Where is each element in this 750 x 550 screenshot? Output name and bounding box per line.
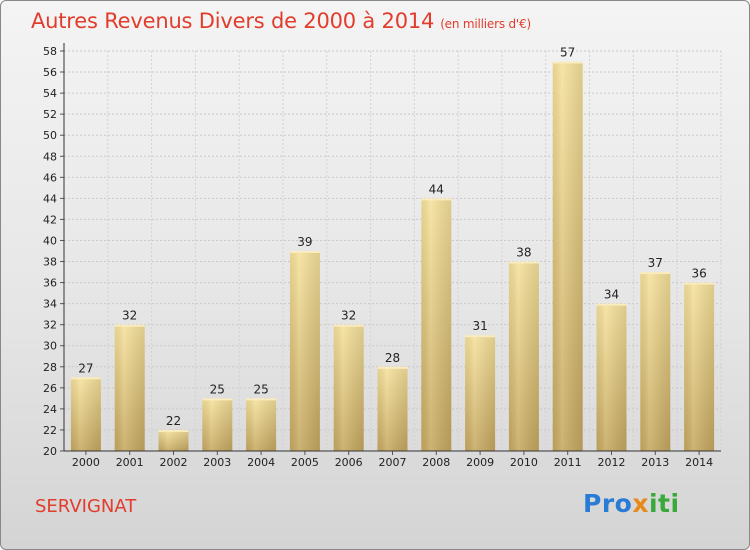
data-label: 22 xyxy=(166,414,181,428)
axes: 20 22 24 26 28 30 32 34 36 38 40 42 44 46 48 50 52 54 56 58… xyxy=(43,43,721,469)
data-label: 32 xyxy=(122,309,137,323)
x-tick-label: 2014 xyxy=(685,456,713,469)
data-label: 34 xyxy=(604,288,619,302)
bar-shade xyxy=(158,429,189,451)
bar-shade xyxy=(289,251,320,451)
data-label: 38 xyxy=(516,246,531,260)
data-label: 25 xyxy=(210,382,225,396)
x-tick-label: 2010 xyxy=(510,456,538,469)
bar-shade xyxy=(596,303,627,451)
y-tick-label: 34 xyxy=(43,298,57,311)
data-label: 25 xyxy=(253,382,268,396)
y-tick-label: 20 xyxy=(43,445,57,458)
x-tick-label: 2013 xyxy=(641,456,669,469)
y-tick-label: 50 xyxy=(43,129,57,142)
bar-top xyxy=(508,261,539,264)
x-tick-label: 2004 xyxy=(247,456,275,469)
y-tick-label: 32 xyxy=(43,319,57,332)
bar-shade xyxy=(552,61,583,452)
x-tick-label: 2007 xyxy=(379,456,407,469)
x-tick-label: 2000 xyxy=(72,456,100,469)
y-tick-label: 56 xyxy=(43,66,57,79)
data-label: 39 xyxy=(297,235,312,249)
x-tick-label: 2011 xyxy=(554,456,582,469)
data-label: 27 xyxy=(78,361,93,375)
y-tick-label: 44 xyxy=(43,192,57,205)
place-name: SERVIGNAT xyxy=(35,496,137,517)
bar-shade xyxy=(465,335,496,451)
y-tick-label: 26 xyxy=(43,382,57,395)
chart-title-text: Autres Revenus Divers de 2000 à 2014 xyxy=(31,9,435,33)
y-tick-label: 22 xyxy=(43,424,57,437)
data-label: 31 xyxy=(472,319,487,333)
bar-shade xyxy=(333,324,364,451)
bar-shade xyxy=(684,282,715,451)
data-label: 44 xyxy=(429,182,444,196)
x-tick-label: 2008 xyxy=(422,456,450,469)
x-tick-label: 2009 xyxy=(466,456,494,469)
data-label: 32 xyxy=(341,309,356,323)
y-tick-label: 36 xyxy=(43,277,57,290)
bar-top xyxy=(246,398,277,401)
y-tick-label: 30 xyxy=(43,340,57,353)
proxiti-logo[interactable]: Proxiti xyxy=(583,489,680,518)
bar-top xyxy=(684,282,715,285)
bar-shade xyxy=(377,366,408,451)
x-tick-label: 2003 xyxy=(203,456,231,469)
bars: 27 32 22 25 25 39 32 28 44 31 38 57 34 37 36 xyxy=(70,46,715,452)
y-tick-label: 58 xyxy=(43,45,57,58)
bar-top xyxy=(552,61,583,64)
bar-top xyxy=(640,272,671,275)
bar-shade xyxy=(114,324,145,451)
bar-top xyxy=(158,429,189,432)
data-label: 28 xyxy=(385,351,400,365)
bar-top xyxy=(421,198,452,201)
x-tick-label: 2001 xyxy=(116,456,144,469)
y-tick-label: 54 xyxy=(43,87,57,100)
chart-title: Autres Revenus Divers de 2000 à 2014 (en … xyxy=(31,9,531,33)
bar-top xyxy=(377,366,408,369)
x-tick-label: 2005 xyxy=(291,456,319,469)
bar-top xyxy=(333,324,364,327)
y-tick-label: 24 xyxy=(43,403,57,416)
y-tick-label: 40 xyxy=(43,234,57,247)
bar-shade xyxy=(70,377,101,451)
y-tick-label: 42 xyxy=(43,213,57,226)
bar-shade xyxy=(508,261,539,451)
chart-unit: (en milliers d'€) xyxy=(440,17,531,31)
bar-shade xyxy=(640,272,671,451)
bar-top xyxy=(289,251,320,253)
bar-top xyxy=(114,324,145,327)
y-tick-label: 38 xyxy=(43,256,57,269)
bar-shade xyxy=(246,398,277,451)
bar-shade xyxy=(421,198,452,451)
y-tick-label: 48 xyxy=(43,150,57,163)
data-label: 37 xyxy=(648,256,663,270)
x-tick-label: 2002 xyxy=(160,456,188,469)
data-label: 57 xyxy=(560,46,575,60)
y-tick-label: 46 xyxy=(43,171,57,184)
bar-top xyxy=(465,335,496,338)
bar-top xyxy=(202,398,233,401)
data-label: 36 xyxy=(691,267,706,281)
x-tick-label: 2012 xyxy=(598,456,626,469)
bar-top xyxy=(596,303,627,306)
y-tick-label: 52 xyxy=(43,108,57,121)
bar-shade xyxy=(202,398,233,451)
bar-top xyxy=(70,377,101,380)
y-tick-label: 28 xyxy=(43,361,57,374)
x-tick-label: 2006 xyxy=(335,456,363,469)
